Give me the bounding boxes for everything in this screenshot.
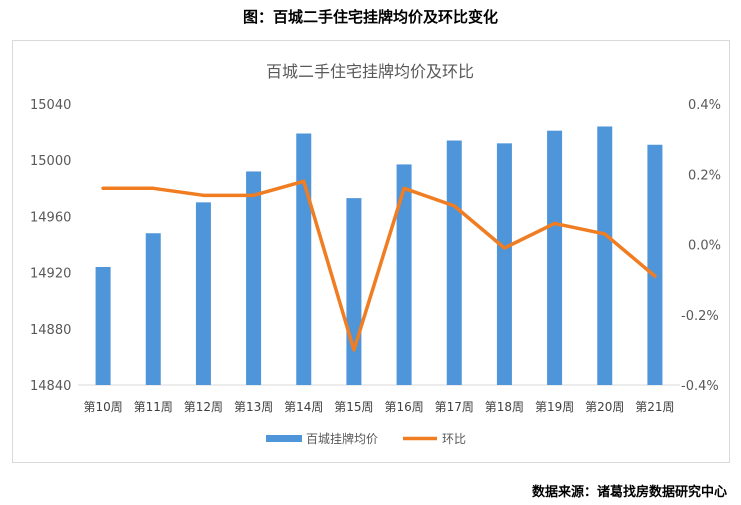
x-tick-label: 第15周 <box>334 400 373 414</box>
bar <box>145 233 161 385</box>
legend-label-line: 环比 <box>442 432 466 446</box>
x-tick-label: 第19周 <box>535 400 574 414</box>
chart-frame <box>12 40 730 463</box>
bar <box>547 130 563 385</box>
bar <box>597 126 613 385</box>
x-tick-label: 第13周 <box>234 400 273 414</box>
bar <box>346 198 362 385</box>
legend-swatch-bar <box>266 435 302 442</box>
x-tick-label: 第21周 <box>635 400 674 414</box>
bar <box>496 143 512 385</box>
bar <box>296 133 312 385</box>
x-tick-label: 第11周 <box>134 400 173 414</box>
y-right-tick-label: 0.0% <box>688 239 721 254</box>
bar <box>647 144 663 385</box>
y-left-tick-label: 14840 <box>30 379 71 394</box>
legend-label-bar: 百城挂牌均价 <box>306 432 378 446</box>
y-right-tick-label: 0.2% <box>688 168 721 183</box>
chart-title: 百城二手住宅挂牌均价及环比 <box>266 62 474 81</box>
bar <box>446 140 462 385</box>
x-tick-label: 第20周 <box>585 400 624 414</box>
y-right-tick-label: 0.4% <box>688 98 721 113</box>
y-left-tick-label: 14920 <box>30 267 71 282</box>
x-tick-label: 第14周 <box>284 400 323 414</box>
x-tick-label: 第17周 <box>435 400 474 414</box>
bar <box>396 164 412 385</box>
x-tick-label: 第16周 <box>384 400 423 414</box>
y-left-tick-label: 14960 <box>30 210 71 225</box>
y-right-tick-label: -0.2% <box>681 309 719 324</box>
y-left-tick-label: 14880 <box>30 323 71 338</box>
x-tick-label: 第12周 <box>184 400 223 414</box>
y-left-tick-label: 15040 <box>30 98 71 113</box>
x-tick-label: 第10周 <box>83 400 122 414</box>
figure-title: 图：百城二手住宅挂牌均价及环比变化 <box>242 8 498 26</box>
source-note: 数据来源：诸葛找房数据研究中心 <box>531 485 727 500</box>
bar <box>246 171 262 385</box>
bar <box>95 266 111 385</box>
line-series-huanbi <box>101 179 657 352</box>
x-tick-label: 第18周 <box>485 400 524 414</box>
y-right-tick-label: -0.4% <box>681 379 719 394</box>
y-left-tick-label: 15000 <box>30 154 71 169</box>
bar <box>195 202 211 385</box>
